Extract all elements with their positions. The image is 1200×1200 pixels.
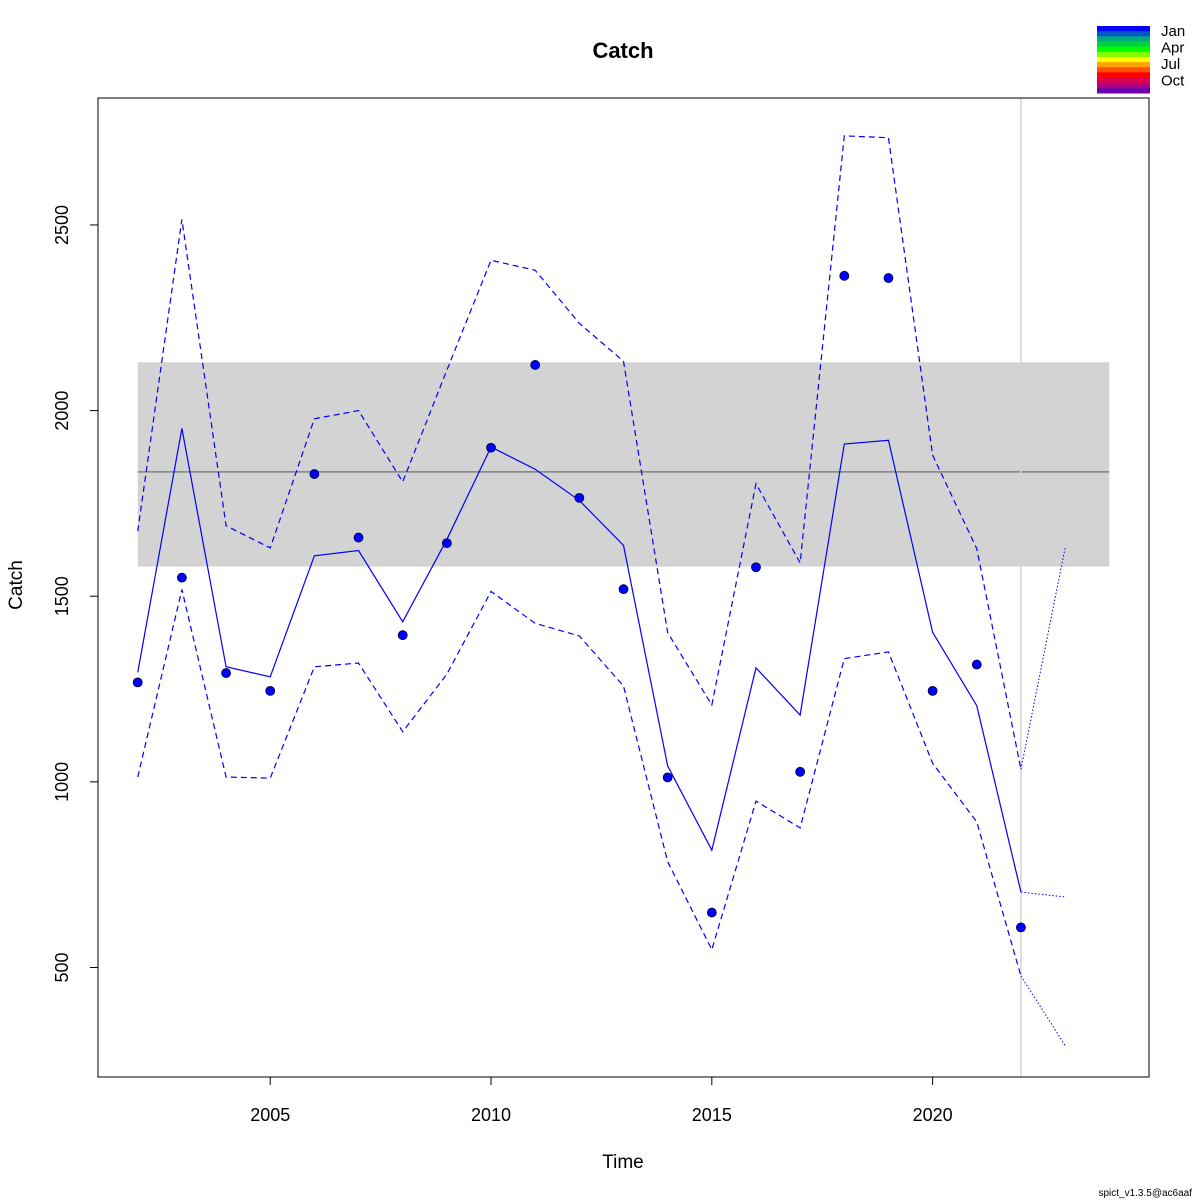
legend-color-swatch — [1097, 82, 1150, 89]
y-tick-label: 2500 — [52, 205, 72, 245]
legend-color-swatch — [1097, 36, 1150, 42]
data-point — [662, 772, 673, 783]
legend-color-swatch — [1097, 62, 1150, 68]
data-point — [927, 685, 938, 696]
x-tick-label: 2010 — [471, 1105, 511, 1125]
data-point — [751, 562, 761, 573]
x-axis: 2005 2010 2015 2020 — [250, 1076, 953, 1125]
x-tick-label: 2020 — [913, 1105, 953, 1125]
plot-background-layer — [137, 98, 1110, 1077]
reference-band — [137, 362, 1110, 567]
series-line-dashed — [137, 589, 1022, 977]
chart-title: Catch — [592, 38, 653, 63]
series-layer — [132, 135, 1066, 1046]
series-line-dotted — [1020, 547, 1066, 770]
series-line-solid — [137, 428, 1022, 893]
legend-color-swatch — [1097, 51, 1150, 58]
data-point — [353, 532, 364, 543]
legend-color-swatch — [1097, 77, 1150, 84]
x-tick-label: 2005 — [250, 1105, 290, 1125]
y-tick-label: 1500 — [52, 576, 72, 616]
y-tick-label: 2000 — [52, 391, 72, 431]
legend-label: Jul — [1161, 56, 1180, 73]
legend-label: Apr — [1161, 40, 1184, 57]
y-axis: 500 1000 1500 2000 2500 — [52, 205, 98, 983]
data-point — [530, 360, 541, 370]
legend-color-swatch — [1097, 87, 1150, 94]
series-line-dotted — [1020, 891, 1066, 898]
version-footer: spict_v1.3.5@ac6aaf — [1098, 1188, 1192, 1199]
data-point — [177, 572, 187, 583]
x-tick-label: 2015 — [692, 1105, 732, 1125]
data-point — [265, 685, 276, 696]
legend-color-swatch — [1097, 56, 1150, 63]
legend-color-swatch — [1097, 46, 1150, 53]
data-point — [132, 677, 143, 688]
data-point — [618, 584, 629, 595]
data-point — [971, 659, 982, 670]
series-line-dotted — [1020, 975, 1066, 1046]
data-point — [795, 766, 806, 777]
data-point — [1016, 922, 1026, 933]
data-point — [221, 668, 231, 678]
data-point — [839, 270, 850, 281]
y-tick-label: 500 — [52, 952, 72, 982]
data-point — [883, 273, 894, 283]
legend-color-swatch — [1097, 31, 1150, 37]
data-point — [309, 469, 320, 479]
data-point — [397, 630, 408, 641]
legend-color-swatch — [1097, 41, 1150, 48]
legend-color-swatch — [1097, 72, 1150, 79]
legend-label: Jan — [1161, 23, 1185, 40]
x-axis-label: Time — [602, 1152, 644, 1173]
series-line-dashed — [137, 135, 1022, 770]
legend-color-swatch — [1097, 67, 1150, 73]
y-axis-label: Catch — [6, 560, 27, 610]
data-point — [706, 907, 717, 918]
legend-label: Oct — [1161, 73, 1185, 90]
legend-color-swatch — [1097, 26, 1150, 32]
y-tick-label: 1000 — [52, 762, 72, 802]
